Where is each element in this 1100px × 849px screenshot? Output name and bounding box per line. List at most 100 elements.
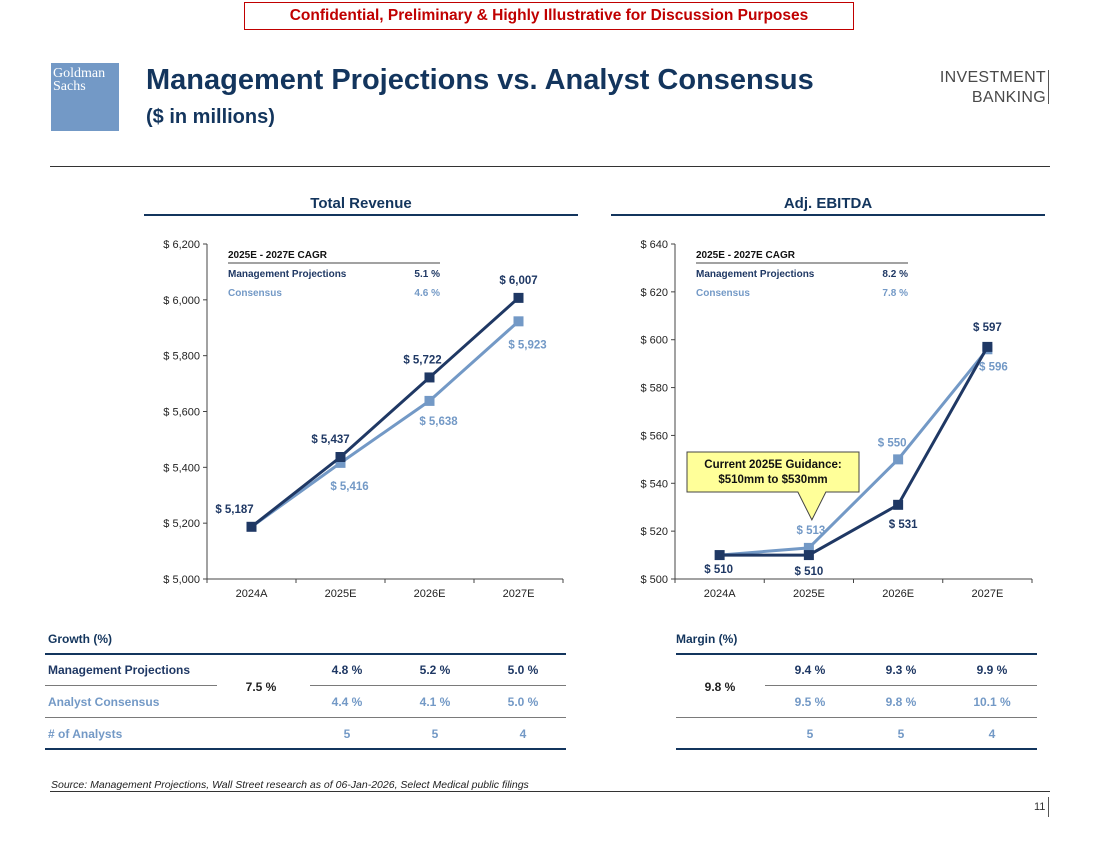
ebitda-cons-point [893, 454, 904, 465]
ib-divider [1048, 70, 1049, 104]
header-rule [50, 166, 1050, 167]
margin-row-rule-2 [676, 717, 1037, 718]
revenue-mgmt-point [424, 372, 435, 383]
margin-analysts-2026: 5 [897, 727, 905, 741]
margin-table-label: Margin (%) [676, 632, 738, 646]
page-title: Management Projections vs. Analyst Conse… [146, 64, 814, 96]
revenue-cagr-mgmt-value: 5.1 % [414, 269, 440, 280]
revenue-chart-title: Total Revenue [310, 195, 412, 212]
revenue-mgmt-point [513, 292, 524, 303]
growth-cons-2026: 4.1 % [419, 695, 451, 709]
revenue-x-tick-label: 2025E [325, 588, 357, 600]
ebitda-mgmt-point [803, 550, 814, 561]
page-subtitle: ($ in millions) [146, 106, 275, 128]
margin-row-rule [765, 685, 1037, 686]
ebitda-guidance-line-2: $510mm to $530mm [718, 474, 827, 486]
margin-table-bottom-rule [676, 748, 1037, 750]
ebitda-y-tick-label: $ 520 [640, 526, 668, 538]
growth-table-bottom-rule [45, 748, 566, 750]
ebitda-mgmt-point [893, 499, 904, 510]
ebitda-mgmt-data-label: $ 510 [704, 564, 733, 576]
ebitda-y-tick-label: $ 560 [640, 430, 668, 442]
revenue-x-tick-label: 2026E [414, 588, 446, 600]
margin-base-value: 9.8 % [704, 680, 736, 694]
growth-row-rule-left [45, 685, 217, 686]
revenue-mgmt-line [250, 296, 520, 528]
growth-cons-2025: 4.4 % [331, 695, 363, 709]
revenue-cons-data-label: $ 5,923 [508, 339, 546, 351]
revenue-mgmt-data-label: $ 5,437 [311, 434, 349, 446]
revenue-mgmt-data-label: $ 5,187 [215, 504, 253, 516]
revenue-y-tick-label: $ 5,000 [163, 574, 200, 586]
revenue-y-tick-label: $ 5,200 [163, 518, 200, 530]
growth-table-label: Growth (%) [48, 632, 112, 646]
growth-base-value: 7.5 % [245, 680, 277, 694]
revenue-y-tick-label: $ 5,800 [163, 351, 200, 363]
revenue-mgmt-point [335, 452, 346, 463]
revenue-y-tick-label: $ 6,200 [163, 239, 200, 251]
ebitda-x-tick-label: 2027E [971, 588, 1003, 600]
confidential-banner: Confidential, Preliminary & Highly Illus… [244, 2, 854, 30]
revenue-cons-point [513, 316, 524, 327]
revenue-cagr-mgmt-label: Management Projections [228, 269, 347, 280]
margin-mgmt-2027: 9.9 % [976, 663, 1008, 677]
ebitda-cons-data-label: $ 513 [796, 525, 825, 537]
revenue-y-tick-label: $ 5,400 [163, 462, 200, 474]
ebitda-mgmt-data-label: $ 510 [794, 566, 823, 578]
margin-mgmt-2025: 9.4 % [794, 663, 826, 677]
source-note: Source: Management Projections, Wall Str… [51, 779, 529, 791]
growth-mgmt-2027: 5.0 % [507, 663, 539, 677]
page-number: 11 [1034, 801, 1046, 813]
revenue-cons-point [335, 457, 346, 468]
ebitda-cagr-header: 2025E - 2027E CAGR [696, 250, 796, 261]
growth-analysts-2026: 5 [431, 727, 439, 741]
goldman-sachs-logo: Goldman Sachs [51, 63, 119, 131]
ebitda-guidance-callout [686, 451, 860, 522]
revenue-y-tick-label: $ 5,600 [163, 407, 200, 419]
growth-row-rule-right [310, 685, 566, 686]
margin-analysts-2025: 5 [806, 727, 814, 741]
margin-cons-2026: 9.8 % [885, 695, 917, 709]
revenue-cons-data-label: $ 5,416 [330, 481, 368, 493]
ebitda-y-tick-label: $ 580 [640, 383, 668, 395]
revenue-cons-point [424, 395, 435, 406]
ebitda-title-rule [611, 214, 1045, 216]
revenue-title-rule [144, 214, 578, 216]
growth-cons-label: Analyst Consensus [48, 695, 160, 709]
margin-cons-2025: 9.5 % [794, 695, 826, 709]
revenue-mgmt-point [246, 521, 257, 532]
ebitda-mgmt-point [714, 550, 725, 561]
ebitda-y-tick-label: $ 620 [640, 287, 668, 299]
ib-line-2: BANKING [971, 89, 1046, 106]
margin-cons-2027: 10.1 % [973, 695, 1011, 709]
logo-line-2: Sachs [53, 79, 86, 94]
margin-analysts-2027: 4 [988, 727, 996, 741]
growth-mgmt-2025: 4.8 % [331, 663, 363, 677]
revenue-cagr-header: 2025E - 2027E CAGR [228, 250, 328, 261]
ebitda-cons-data-label: $ 596 [979, 361, 1008, 373]
growth-mgmt-2026: 5.2 % [419, 663, 451, 677]
ebitda-mgmt-line [719, 346, 989, 557]
ebitda-cons-point [803, 542, 814, 553]
ib-line-1: INVESTMENT [939, 69, 1046, 86]
growth-analysts-label: # of Analysts [48, 727, 123, 741]
ebitda-mgmt-point [982, 341, 993, 352]
margin-table-top-rule [676, 653, 1037, 655]
ebitda-y-tick-label: $ 640 [640, 239, 668, 251]
ebitda-x-tick-label: 2025E [793, 588, 825, 600]
ebitda-cagr-cons-value: 7.8 % [882, 288, 908, 299]
revenue-cons-data-label: $ 5,638 [419, 416, 458, 428]
ebitda-chart-title: Adj. EBITDA [783, 195, 873, 212]
ebitda-y-tick-label: $ 600 [640, 335, 668, 347]
ebitda-x-tick-label: 2026E [882, 588, 914, 600]
ebitda-mgmt-data-label: $ 531 [889, 519, 918, 531]
growth-row-rule-2 [45, 717, 566, 718]
ebitda-mgmt-data-label: $ 597 [973, 322, 1002, 334]
ebitda-y-tick-label: $ 500 [640, 574, 668, 586]
ebitda-guidance-line-1: Current 2025E Guidance: [704, 459, 841, 471]
ebitda-cagr-cons-label: Consensus [696, 288, 750, 299]
growth-table-top-rule [45, 653, 566, 655]
revenue-mgmt-data-label: $ 6,007 [499, 275, 537, 287]
